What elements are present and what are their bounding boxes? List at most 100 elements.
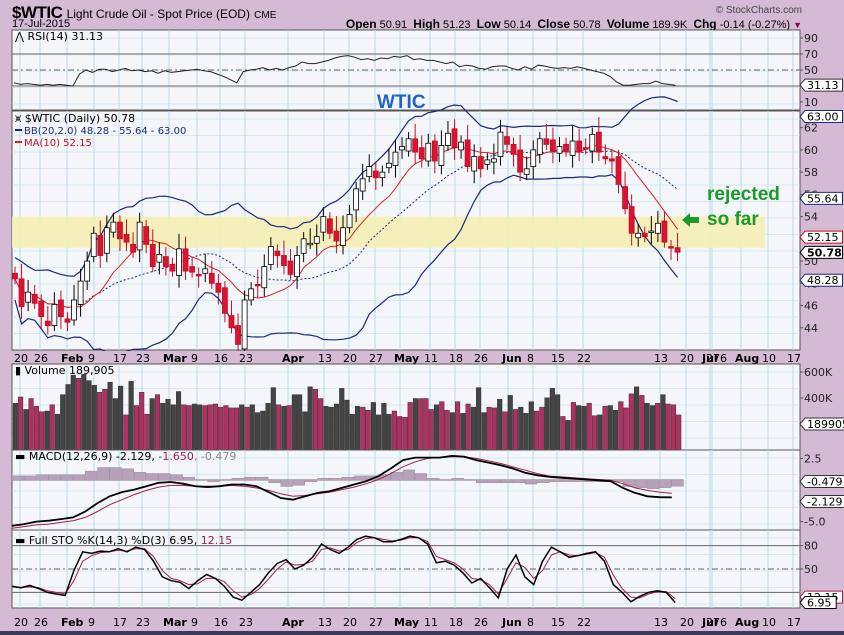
rsi-panel: ⋀ RSI(14) 31.13 90 70 50 10 31.13 WTIC — [11, 29, 843, 113]
candle — [307, 242, 314, 246]
macd-legend: ▬ MACD(12,26,9) -2.129, -1.650, -0.479 — [15, 450, 236, 463]
volume-bar — [634, 386, 640, 451]
volume-bar — [328, 406, 334, 451]
svg-text:16: 16 — [214, 352, 228, 365]
svg-text:6.95: 6.95 — [807, 597, 832, 610]
candle — [189, 266, 196, 273]
symbol: $WTIC — [12, 3, 63, 22]
svg-text:58: 58 — [804, 166, 818, 179]
volume-bar — [202, 405, 208, 451]
volume-bar — [439, 401, 445, 451]
candle — [31, 294, 38, 304]
svg-text:60: 60 — [804, 144, 818, 157]
svg-text:Feb: Feb — [61, 352, 84, 365]
candle — [162, 256, 169, 268]
candle — [497, 131, 504, 157]
high-label: High — [413, 17, 440, 31]
volume-bar — [265, 403, 271, 451]
volume-bar — [18, 396, 24, 451]
candle — [668, 246, 674, 249]
candle — [18, 278, 25, 308]
volume-bar — [523, 413, 529, 451]
volume-bar — [133, 405, 139, 451]
svg-text:20: 20 — [343, 352, 357, 365]
candle — [589, 133, 596, 152]
candle — [97, 235, 104, 256]
candle — [602, 156, 609, 160]
svg-text:Aug: Aug — [735, 352, 759, 365]
svg-text:13: 13 — [318, 616, 332, 629]
svg-text:9: 9 — [191, 616, 198, 629]
svg-text:18: 18 — [449, 352, 463, 365]
candle — [313, 236, 320, 244]
volume-bar — [302, 411, 308, 451]
candle — [12, 272, 18, 280]
volume-bar — [591, 415, 598, 451]
volume-bar — [291, 394, 297, 451]
volume-bar — [297, 394, 303, 451]
volume-bar — [60, 394, 66, 451]
svg-text:17: 17 — [787, 352, 801, 365]
candle — [241, 299, 248, 350]
volume-bar — [581, 406, 587, 451]
candle — [445, 132, 451, 146]
volume-bar — [670, 404, 676, 451]
svg-text:17: 17 — [113, 352, 127, 365]
volume-bar — [365, 410, 371, 451]
svg-text:⩙ $WTIC (Daily) 50.78: ⩙ $WTIC (Daily) 50.78 — [15, 112, 135, 125]
volume-bar — [154, 394, 161, 451]
candle — [136, 221, 143, 251]
volume-bar — [597, 414, 603, 451]
volume-bar — [318, 398, 324, 451]
volume-bar — [618, 401, 624, 451]
macd-panel: ▬ MACD(12,26,9) -2.129, -1.650, -0.479 2.… — [11, 449, 844, 531]
svg-text:26: 26 — [474, 616, 488, 629]
close-label: Close — [537, 17, 571, 31]
volume-bar — [512, 409, 519, 451]
candle — [517, 149, 524, 173]
volume-bar — [65, 384, 71, 451]
candle — [300, 238, 307, 254]
candle — [550, 139, 556, 152]
volume-bar — [212, 403, 218, 451]
candle — [176, 248, 182, 276]
volume-bar — [612, 410, 619, 451]
candle — [169, 264, 176, 272]
volume-bar — [107, 381, 113, 451]
volume-bar — [81, 374, 87, 451]
volume-bar — [649, 405, 655, 451]
volume-bar — [391, 410, 397, 451]
candle — [609, 158, 615, 162]
candle — [490, 158, 497, 163]
candle — [648, 230, 655, 233]
svg-text:Apr: Apr — [282, 352, 304, 365]
chart-date: 17-Jul-2015 — [12, 18, 71, 30]
svg-text:Jun: Jun — [501, 352, 522, 365]
volume-bar — [307, 386, 313, 451]
candle — [576, 140, 583, 153]
svg-text:-5.0: -5.0 — [804, 516, 825, 529]
volume-bar — [139, 392, 145, 451]
volume-bar — [165, 399, 171, 451]
svg-text:10: 10 — [762, 616, 776, 629]
volume-bar — [555, 394, 561, 451]
candle — [64, 318, 71, 323]
volume-bar — [23, 409, 29, 451]
candle — [103, 227, 110, 254]
candle — [77, 280, 84, 305]
svg-text:6: 6 — [720, 616, 727, 629]
svg-text:55.64: 55.64 — [807, 192, 839, 205]
candle — [267, 246, 274, 265]
svg-text:52.15: 52.15 — [807, 231, 839, 244]
volume-bar — [481, 412, 487, 451]
low-value: 50.14 — [503, 19, 532, 31]
volume-bar — [676, 414, 682, 451]
svg-text:600K: 600K — [804, 366, 833, 379]
svg-text:-0.479: -0.479 — [807, 475, 842, 488]
volume-bar — [144, 413, 150, 451]
candle — [392, 151, 399, 166]
candle — [320, 216, 327, 233]
svg-text:23: 23 — [136, 616, 150, 629]
candle — [353, 188, 360, 211]
candle — [51, 304, 58, 326]
